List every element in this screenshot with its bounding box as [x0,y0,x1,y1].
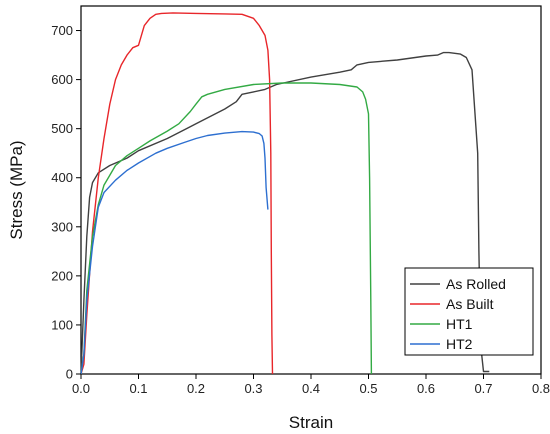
legend-label-as-built: As Built [446,296,494,312]
x-tick-label: 0.2 [187,381,205,396]
y-tick-label: 500 [51,121,73,136]
y-tick-label: 0 [66,367,73,382]
y-tick-label: 700 [51,23,73,38]
x-tick-label: 0.6 [417,381,435,396]
x-tick-label: 0.3 [244,381,262,396]
x-tick-label: 0.4 [302,381,320,396]
x-tick-label: 0.1 [129,381,147,396]
series-line-ht1 [80,82,373,375]
x-tick-label: 0.8 [532,381,550,396]
x-tick-label: 0.5 [359,381,377,396]
legend-box [404,267,534,356]
legend-label-ht1: HT1 [446,316,473,332]
x-axis: 0.0 0.1 0.2 0.3 0.4 0.5 0.6 0.7 0.8 [72,374,550,396]
y-tick-label: 200 [51,268,73,283]
series-line-as-rolled [80,51,490,375]
x-tick-label: 0.7 [474,381,492,396]
legend: As Rolled As Built HT1 HT2 [404,267,534,356]
y-axis-title: Stress (MPa) [7,140,26,239]
y-tick-label: 400 [51,170,73,185]
legend-label-ht2: HT2 [446,336,473,352]
y-axis: 0 100 200 300 400 500 600 700 [51,23,81,382]
legend-items: As Rolled As Built HT1 HT2 [410,276,506,352]
series-line-as-built [80,12,274,375]
y-tick-label: 300 [51,219,73,234]
series-layer [80,12,490,375]
x-axis-title: Strain [289,413,333,432]
x-tick-label: 0.0 [72,381,90,396]
y-tick-label: 600 [51,72,73,87]
y-tick-label: 100 [51,317,73,332]
legend-label-as-rolled: As Rolled [446,276,506,292]
series-line-ht2 [80,130,269,375]
